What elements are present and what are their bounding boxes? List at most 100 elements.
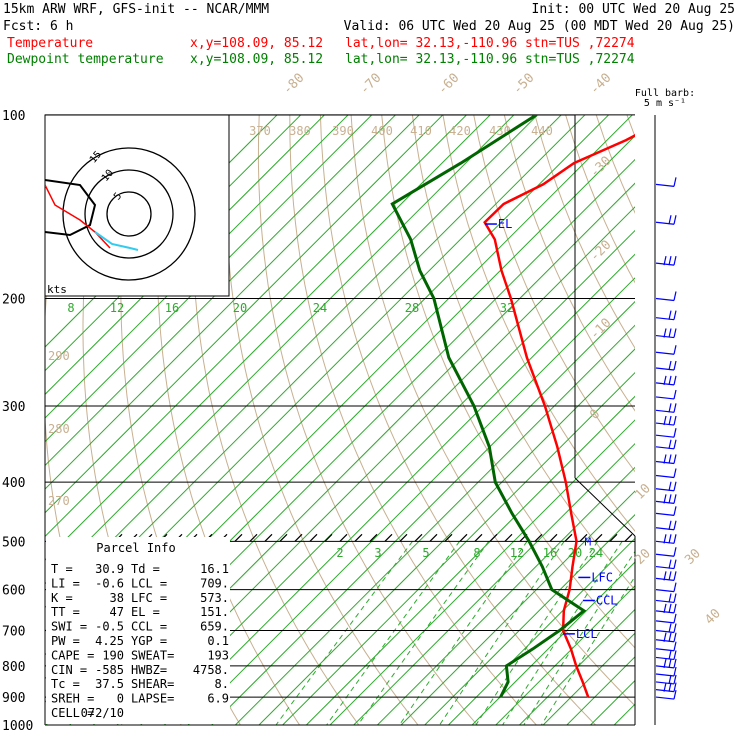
pressure-tick-label: 1000: [2, 719, 33, 734]
parcel-row-key: SWI =: [51, 620, 87, 634]
isotherm-line: [377, 115, 740, 725]
wind-barb-staff: [656, 462, 674, 464]
wind-barb-staff: [656, 489, 674, 491]
parcel-row-value: 8.: [215, 677, 229, 691]
wind-barb-staff: [656, 336, 674, 338]
wind-barb-feather: [674, 571, 676, 580]
wind-barb-feather: [674, 593, 676, 602]
theta-label: 290: [48, 349, 70, 363]
wind-barb-staff: [656, 630, 674, 632]
wind-barb-feather: [674, 604, 676, 613]
wind-barb-feather: [674, 650, 676, 659]
parcel-row-value: 193: [207, 648, 229, 662]
freezing-hatch-mark: [265, 534, 272, 541]
isotherm-line: [709, 115, 740, 725]
wind-barb-feather: [674, 311, 676, 320]
freezing-hatch-mark: [310, 534, 317, 541]
adiabat-label: 10: [632, 481, 654, 503]
temperature-legend-location: lat,lon= 32.13,-110.96 stn=TUS ,72274: [345, 36, 635, 51]
isotherm-line: [212, 115, 740, 725]
freezing-hatch-mark: [460, 534, 467, 541]
wind-barb-feather: [674, 583, 676, 592]
wind-barb-feather: [669, 455, 671, 464]
forecast-hour: Fcst: 6 h: [3, 19, 73, 34]
annotation-label: LCL: [576, 627, 598, 641]
freezing-hatch-mark: [355, 534, 362, 541]
wind-barb-staff: [656, 666, 674, 668]
adiabat-label: 30: [682, 546, 704, 568]
freezing-hatch-mark: [370, 534, 377, 541]
wind-barb-staff: [656, 222, 674, 224]
parcel-row-value: 0.1: [207, 634, 229, 648]
dewpoint-legend-location: lat,lon= 32.13,-110.96 stn=TUS ,72274: [345, 52, 635, 67]
wind-barb-staff: [656, 368, 674, 370]
temperature-tick-label: 8: [67, 301, 74, 315]
theta-label: 420: [449, 124, 471, 138]
isotherm-line: [354, 115, 740, 725]
parcel-marker: M: [584, 535, 591, 548]
parcel-row-value: 151.: [200, 605, 229, 619]
wind-barb-feather: [674, 506, 676, 515]
dewpoint-legend-label: Dewpoint temperature: [7, 52, 164, 67]
wind-barb-staff: [656, 501, 674, 503]
wind-barb-feather: [669, 311, 671, 320]
parcel-row-value: 4.25: [95, 634, 124, 648]
freezing-hatch-mark: [415, 534, 422, 541]
parcel-row-key: CIN =: [51, 663, 87, 677]
pressure-tick-label: 100: [2, 109, 25, 124]
parcel-row-key: T =: [51, 562, 73, 576]
wind-barb-staff: [656, 554, 674, 556]
dry-adiabat-line: [627, 115, 740, 725]
isotherm-line: [496, 115, 740, 725]
wind-barb-feather: [674, 177, 676, 186]
parcel-row-value: 30.9: [95, 562, 124, 576]
freezing-hatch-mark: [625, 534, 632, 541]
wind-barb-feather: [674, 614, 676, 623]
wind-barb-feather: [669, 361, 671, 370]
parcel-row-value: -0.5: [95, 620, 124, 634]
adiabat-label: -30: [587, 154, 614, 181]
freezing-hatch-mark: [250, 534, 257, 541]
parcel-row-key: K =: [51, 591, 73, 605]
wind-barb-staff: [656, 298, 674, 300]
wind-barb-feather: [674, 633, 676, 642]
parcel-row-value: 4758.: [193, 663, 229, 677]
wind-barb-feather: [674, 361, 676, 370]
wind-barb-feather: [674, 659, 676, 668]
wind-barb-staff: [656, 621, 674, 623]
annotation-label: CCL: [596, 593, 618, 607]
parcel-row-value: 16.1: [200, 562, 229, 576]
wind-barb-feather: [674, 642, 676, 651]
pressure-tick-label: 500: [2, 535, 25, 550]
wind-barb-staff: [656, 318, 674, 320]
wind-barb-feather: [669, 440, 671, 449]
pressure-tick-label: 600: [2, 584, 25, 599]
barb-key-unit: 5 m s⁻¹: [644, 98, 686, 109]
parcel-row-value: 573.: [200, 591, 229, 605]
parcel-row-value: 47: [110, 605, 124, 619]
wind-barb-feather: [669, 604, 671, 613]
parcel-row-key: SWEAT=: [131, 648, 174, 662]
dry-adiabat-line: [688, 115, 740, 725]
pressure-tick-label: 300: [2, 400, 25, 415]
wind-barb-feather: [674, 623, 676, 632]
freezing-hatch-mark: [595, 534, 602, 541]
hodograph-unit-label: kts: [47, 283, 67, 296]
adiabat-label: -10: [587, 316, 614, 343]
wind-barb-feather: [674, 390, 676, 399]
wind-barb-staff: [656, 590, 674, 592]
wind-barb-feather: [669, 494, 671, 503]
wind-barb-feather: [669, 534, 671, 543]
wind-barbs: [655, 115, 676, 725]
temperature-tick-label: 28: [405, 301, 419, 315]
freezing-hatch-mark: [430, 534, 437, 541]
isotherm-line: [164, 115, 740, 725]
wind-barb-staff: [656, 423, 674, 425]
isotherm-line: [235, 115, 740, 725]
theta-label: 370: [249, 124, 271, 138]
adiabat-label: -50: [510, 71, 537, 98]
dewpoint-legend-xy: x,y=108.09, 85.12: [190, 52, 323, 67]
hodograph-frame: [45, 115, 229, 296]
wind-barb-staff: [656, 184, 674, 186]
